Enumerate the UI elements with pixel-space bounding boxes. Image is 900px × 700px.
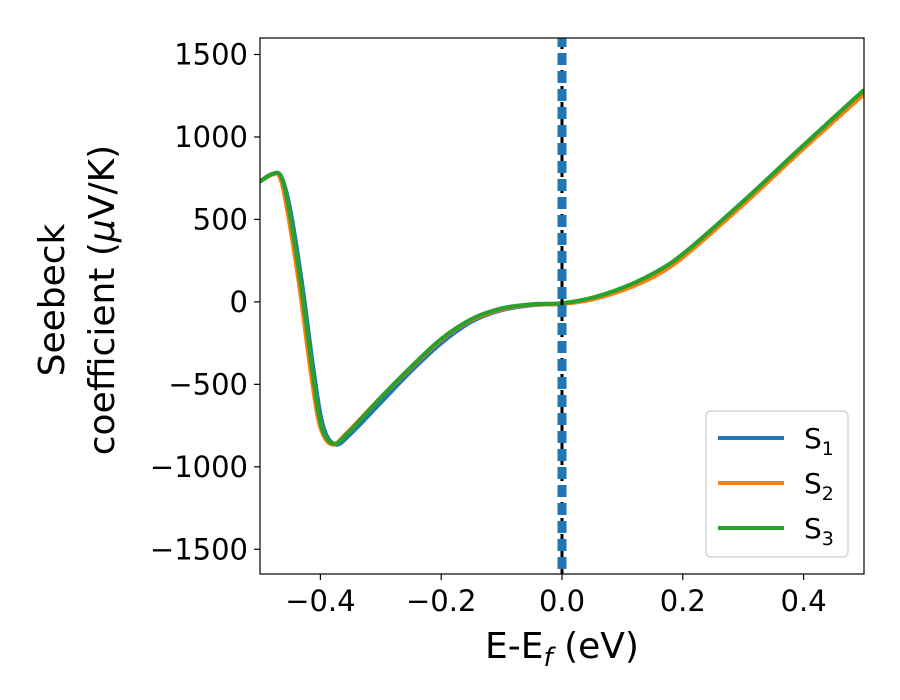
y-axis-label-mu: μ (82, 219, 123, 243)
x-tick-label: 0.2 (660, 584, 706, 618)
legend: S1 S2 S3 (705, 410, 849, 558)
x-tick-label: 0.0 (539, 584, 585, 618)
x-axis: −0.4 −0.2 0.0 0.2 0.4 (285, 574, 827, 618)
y-axis-label-line2: coefficient (μV/K) (82, 145, 123, 455)
y-tick-label: 1000 (174, 120, 248, 154)
y-axis-label: Seebeck coefficient (μV/K) (32, 145, 123, 455)
y-tick-label: 0 (230, 285, 248, 319)
y-tick-label: 1500 (174, 37, 248, 71)
x-axis-label-main: E-E (485, 626, 543, 667)
x-tick-label: −0.4 (285, 584, 355, 618)
y-tick-label: −1500 (150, 532, 248, 566)
y-axis-label-pre: coefficient ( (82, 242, 123, 455)
x-axis-label: E-Ef (eV) (485, 626, 639, 673)
y-tick-label: −500 (168, 367, 248, 401)
y-axis: −1500 −1000 −500 0 500 1000 1500 (150, 37, 260, 566)
y-axis-label-line1: Seebeck (32, 223, 73, 376)
legend-label-2: S2 (804, 467, 834, 505)
x-axis-label-unit: (eV) (553, 626, 639, 667)
series-line-3 (260, 88, 864, 446)
legend-label-1: S1 (804, 422, 834, 460)
y-tick-label: 500 (193, 202, 248, 236)
x-tick-label: 0.4 (781, 584, 827, 618)
legend-label-3: S3 (804, 512, 834, 550)
plot-area (260, 38, 864, 574)
x-tick-label: −0.2 (406, 584, 476, 618)
y-tick-label: −1000 (150, 450, 248, 484)
y-axis-label-post: V/K) (82, 145, 123, 219)
